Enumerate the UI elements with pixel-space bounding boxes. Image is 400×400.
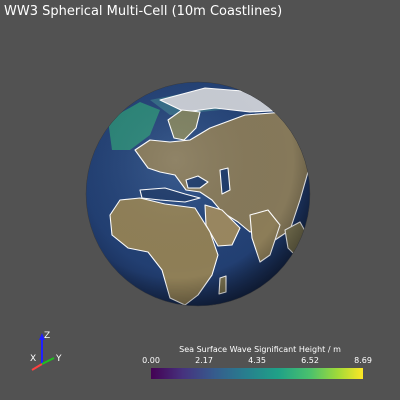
y-axis-label: Y — [55, 354, 62, 364]
colorbar-tick: 6.52 — [301, 356, 319, 365]
x-axis-line — [31, 363, 43, 371]
colorbar-tick: 0.00 — [142, 356, 160, 365]
globe-outline — [85, 81, 311, 307]
colorbar-tick: 8.69 — [354, 356, 372, 365]
window-title: WW3 Spherical Multi-Cell (10m Coastlines… — [4, 4, 283, 19]
colorbar-tick: 2.17 — [195, 356, 213, 365]
y-axis-line — [41, 357, 55, 365]
x-axis-label: X — [30, 354, 36, 364]
colorbar-tick: 4.35 — [248, 356, 266, 365]
globe-shading — [86, 82, 310, 306]
colorbar — [151, 368, 363, 379]
z-axis-arrow — [39, 333, 45, 340]
z-axis-label: Z — [44, 331, 50, 341]
colorbar-title: Sea Surface Wave Significant Height / m — [179, 345, 341, 354]
colorbar-ticks: 0.00 2.17 4.35 6.52 8.69 — [140, 356, 372, 368]
orientation-axes: Z X Y — [30, 331, 62, 371]
